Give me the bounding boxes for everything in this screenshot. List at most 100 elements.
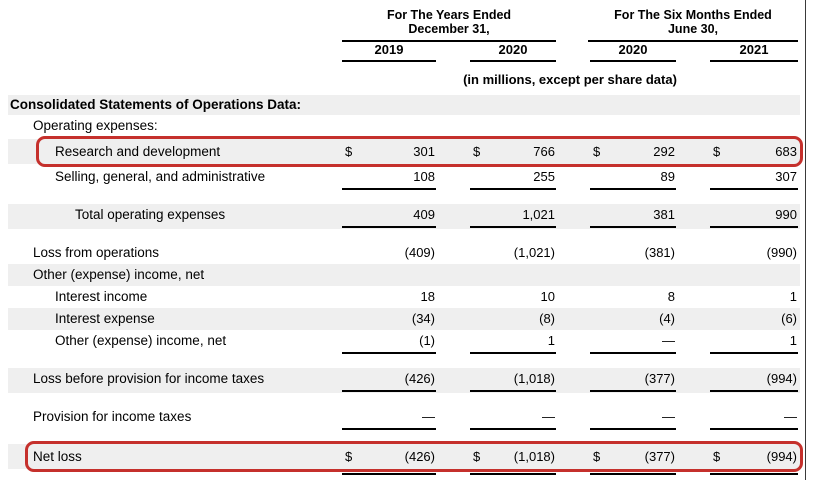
row-label: Interest expense (55, 311, 155, 326)
value-cell-6m-2021 (710, 115, 798, 137)
value: (994) (766, 371, 797, 386)
value: 301 (413, 144, 435, 159)
value: 10 (540, 289, 555, 304)
value-cell-6m-2021: 1 (710, 286, 798, 308)
value: (426) (404, 371, 435, 386)
value: 1 (789, 333, 797, 348)
value-cell-fy-2019: $ (426) (342, 444, 436, 469)
total-rule (342, 473, 436, 475)
dollar-sign: $ (713, 449, 721, 464)
value: 683 (775, 144, 797, 159)
value-cell-6m-2020: (4) (590, 308, 676, 330)
value-cell-fy-2020: $ 766 (470, 139, 556, 164)
year-column-header: 2021 (710, 42, 798, 62)
value: (6) (781, 311, 797, 326)
value-cell-fy-2020: (1,018) (470, 368, 556, 392)
value-cell-fy-2020: 1,021 (470, 204, 556, 228)
units-note: (in millions, except per share data) (463, 72, 677, 87)
table-row: Interest income 18 10 8 1 (8, 286, 800, 308)
value-cell-fy-2019 (342, 115, 436, 137)
value: 1 (547, 333, 555, 348)
table-row: Loss before provision for income taxes (… (8, 368, 800, 393)
value-cell-fy-2019: 18 (342, 286, 436, 308)
value-cell-6m-2021: 1 (710, 330, 798, 354)
table-row: Interest expense (34) (8) (4) (6) (8, 308, 800, 330)
year-column-header: 2020 (470, 42, 556, 62)
total-rule (590, 473, 676, 475)
value-cell-6m-2021 (710, 264, 798, 286)
value: — (784, 409, 797, 424)
value-cell-6m-2021: 307 (710, 166, 798, 190)
value: (994) (766, 449, 797, 464)
column-group-title-line2: December 31, (408, 22, 490, 36)
value: 990 (775, 207, 797, 222)
value-cell-6m-2020: 381 (590, 204, 676, 228)
dollar-sign: $ (473, 144, 481, 159)
value-cell-6m-2021: 990 (710, 204, 798, 228)
dollar-sign: $ (593, 449, 601, 464)
value-cell-fy-2020: 255 (470, 166, 556, 190)
value: 1,021 (522, 207, 555, 222)
value: (8) (539, 311, 555, 326)
value: (34) (411, 311, 435, 326)
table-row: Net loss $ (426) $ (1,018) $ (377) $ (99… (8, 441, 803, 472)
row-label: Selling, general, and administrative (55, 169, 266, 184)
value-cell-6m-2020: (381) (590, 242, 676, 264)
value-cell-fy-2019: 409 (342, 204, 436, 228)
column-group-title-line2: June 30, (667, 22, 719, 36)
dollar-sign: $ (713, 144, 721, 159)
value-cell-6m-2020: $ 292 (590, 139, 676, 164)
value-cell-fy-2019: $ 301 (342, 139, 436, 164)
value-cell-6m-2020: — (590, 330, 676, 354)
value: 381 (653, 207, 675, 222)
value-cell-fy-2019 (342, 264, 436, 286)
value-cell-fy-2020: 10 (470, 286, 556, 308)
value-cell-6m-2021: (994) (710, 368, 798, 392)
value: — (662, 409, 675, 424)
total-rule (710, 473, 798, 475)
value-cell-fy-2019: (34) (342, 308, 436, 330)
dollar-sign: $ (345, 449, 353, 464)
value: — (662, 333, 675, 348)
table-row: Operating expenses: (8, 115, 800, 137)
value: 307 (775, 169, 797, 184)
value: 108 (413, 169, 435, 184)
value: 766 (533, 144, 555, 159)
value: (990) (766, 245, 797, 260)
table-row: Other (expense) income, net (8, 264, 800, 286)
value: (426) (404, 449, 435, 464)
value-cell-fy-2019: (426) (342, 368, 436, 392)
row-label: Provision for income taxes (33, 409, 192, 424)
value-cell-fy-2019: (1) (342, 330, 436, 354)
column-group-six-months-ended: For The Six Months Ended June 30, (588, 8, 798, 42)
value-cell-fy-2020 (470, 115, 556, 137)
row-label: Research and development (55, 144, 221, 159)
value: 409 (413, 207, 435, 222)
table-row: Total operating expenses 409 1,021 381 9… (8, 204, 800, 229)
value-cell-fy-2019: (409) (342, 242, 436, 264)
value: 292 (653, 144, 675, 159)
value: (381) (644, 245, 675, 260)
value-cell-6m-2020: — (590, 406, 676, 430)
value-cell-6m-2021: — (710, 406, 798, 430)
value-cell-fy-2020: (8) (470, 308, 556, 330)
page-right-border (805, 0, 806, 480)
column-group-title-line1: For The Six Months Ended (614, 8, 772, 22)
year-column-header: 2020 (590, 42, 676, 62)
value-cell-fy-2020 (470, 264, 556, 286)
value: 1 (789, 289, 797, 304)
value-cell-fy-2019: — (342, 406, 436, 430)
double-underline-rules (8, 473, 800, 475)
value-cell-fy-2020: 1 (470, 330, 556, 354)
value: (377) (644, 371, 675, 386)
row-label: Other (expense) income, net (33, 267, 205, 282)
section-header: Consolidated Statements of Operations Da… (8, 95, 800, 115)
value-cell-6m-2021: $ 683 (710, 139, 798, 164)
table-row: Provision for income taxes — — — — (8, 406, 800, 431)
value: (1,018) (513, 449, 555, 464)
table-row: Research and development $ 301 $ 766 $ 2… (8, 136, 803, 167)
value: (4) (659, 311, 675, 326)
row-label: Other (expense) income, net (55, 333, 227, 348)
value-cell-6m-2021: (6) (710, 308, 798, 330)
table-row: Other (expense) income, net (1) 1 — 1 (8, 330, 800, 355)
